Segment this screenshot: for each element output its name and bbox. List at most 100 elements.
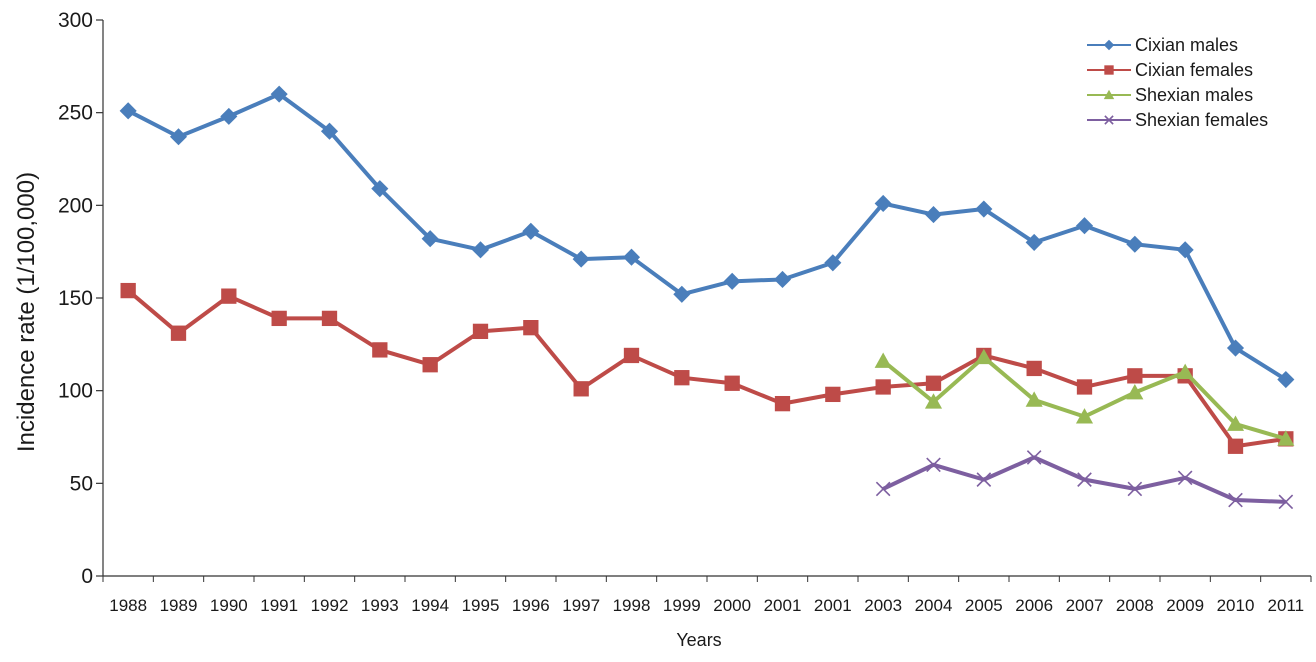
data-point-shexian-males	[975, 348, 993, 365]
data-point-cixian-males	[320, 122, 339, 140]
x-tick-label: 2001	[814, 596, 852, 615]
x-tick-label: 2000	[713, 596, 751, 615]
data-point-cixian-males	[924, 206, 943, 224]
x-tick-label: 1992	[311, 596, 349, 615]
legend-item-cixian-females: Cixian females	[1087, 60, 1253, 80]
data-point-shexian-females	[1127, 481, 1143, 497]
data-point-cixian-females	[1026, 360, 1042, 377]
x-tick-label: 2006	[1015, 596, 1053, 615]
x-tick-label: 1997	[562, 596, 600, 615]
data-point-cixian-females	[724, 375, 740, 391]
data-point-cixian-females	[875, 379, 891, 395]
series-cixian-females	[120, 282, 1294, 454]
legend-label: Shexian males	[1135, 85, 1253, 105]
marker-stroke	[875, 481, 891, 497]
x-tick-label: 2003	[864, 596, 902, 615]
data-point-cixian-males	[471, 241, 490, 259]
data-point-cixian-males	[824, 254, 842, 272]
data-point-cixian-males	[1176, 241, 1194, 259]
data-point-cixian-males	[522, 222, 540, 240]
data-point-cixian-females	[472, 323, 489, 340]
y-tick-label: 0	[81, 565, 93, 588]
marker-stroke	[976, 472, 992, 487]
data-point-cixian-males	[371, 180, 389, 198]
data-point-cixian-males	[1075, 217, 1094, 235]
data-point-cixian-females	[321, 310, 338, 327]
series-shexian-females	[875, 450, 1294, 510]
data-point-cixian-males	[421, 230, 439, 248]
legend: Cixian males Cixian females Shexian males S…	[1087, 35, 1268, 130]
marker-stroke	[1026, 450, 1042, 465]
marker-stroke	[926, 457, 941, 473]
legend-label: Cixian females	[1135, 60, 1253, 80]
data-point-cixian-females	[774, 395, 791, 412]
data-point-cixian-females	[1076, 379, 1093, 395]
data-point-shexian-males	[924, 393, 943, 409]
y-axis-title: Incidence rate (1/100,000)	[13, 172, 40, 452]
x-tick-label: 2004	[915, 596, 953, 615]
data-point-cixian-females	[221, 288, 237, 304]
data-point-shexian-females	[1077, 472, 1092, 487]
legend-marker	[1104, 65, 1114, 75]
data-point-cixian-males	[270, 85, 288, 103]
data-point-cixian-males	[1226, 339, 1245, 357]
data-point-shexian-females	[1278, 494, 1294, 510]
y-tick-label: 50	[70, 472, 93, 495]
y-tick-label: 300	[58, 9, 93, 32]
data-point-cixian-females	[1227, 438, 1244, 454]
x-tick-label: 1994	[411, 596, 449, 615]
data-point-cixian-males	[1277, 370, 1295, 389]
y-tick-label: 250	[58, 102, 93, 125]
x-tick-label: 1998	[613, 596, 651, 615]
x-axis-title: Years	[676, 630, 721, 650]
legend-label: Shexian females	[1135, 110, 1268, 130]
data-point-cixian-females	[573, 381, 589, 397]
data-point-shexian-males	[1126, 383, 1144, 400]
series-layer	[119, 85, 1295, 510]
legend-marker	[1103, 39, 1115, 51]
x-tick-label: 2011	[1268, 596, 1305, 615]
marker-stroke	[1177, 470, 1193, 486]
series-line-cixian-females	[126, 289, 1287, 449]
data-point-cixian-males	[1025, 233, 1043, 251]
data-point-cixian-females	[623, 347, 640, 364]
data-point-cixian-females	[674, 370, 690, 386]
y-tick-label: 150	[58, 287, 93, 310]
axes: 0 50 100 150 200 250 300 1988 1989 1990 1991 1992 19…	[58, 9, 1312, 615]
x-tick-label: 2007	[1066, 596, 1104, 615]
y-tick-label: 100	[58, 380, 93, 403]
data-point-cixian-males	[119, 102, 137, 120]
x-tick-label: 1991	[260, 596, 298, 615]
data-point-cixian-males	[220, 107, 238, 125]
x-tick-label: 2001	[764, 596, 802, 615]
data-point-shexian-females	[875, 481, 891, 497]
data-point-cixian-females	[372, 342, 388, 358]
data-point-shexian-males	[1176, 363, 1194, 379]
legend-marker	[1103, 89, 1115, 100]
marker-stroke	[1077, 472, 1092, 487]
legend-item-cixian-males: Cixian males	[1087, 35, 1238, 55]
x-tick-label: 1989	[160, 596, 198, 615]
data-point-cixian-females	[422, 357, 438, 373]
data-point-shexian-males	[1025, 391, 1043, 407]
series-cixian-males	[119, 85, 1295, 389]
data-point-shexian-males	[1277, 430, 1295, 446]
marker-stroke	[1278, 494, 1294, 510]
data-point-cixian-males	[1126, 235, 1144, 253]
x-tick-label: 2009	[1166, 596, 1204, 615]
y-tick-label: 200	[58, 194, 93, 217]
legend-item-shexian-males: Shexian males	[1087, 85, 1253, 105]
legend-marker	[1104, 115, 1114, 125]
x-tick-label: 1995	[462, 596, 500, 615]
series-line-cixian-males	[127, 92, 1287, 382]
marker-stroke	[1104, 115, 1114, 125]
x-tick-label: 1993	[361, 596, 399, 615]
x-tick-label: 2005	[965, 596, 1003, 615]
data-point-shexian-males	[1226, 415, 1245, 431]
data-point-cixian-males	[169, 128, 188, 146]
data-point-cixian-females	[523, 320, 539, 336]
x-tick-label: 1996	[512, 596, 550, 615]
series-shexian-males	[874, 348, 1295, 446]
x-tick-label: 2010	[1217, 596, 1255, 615]
